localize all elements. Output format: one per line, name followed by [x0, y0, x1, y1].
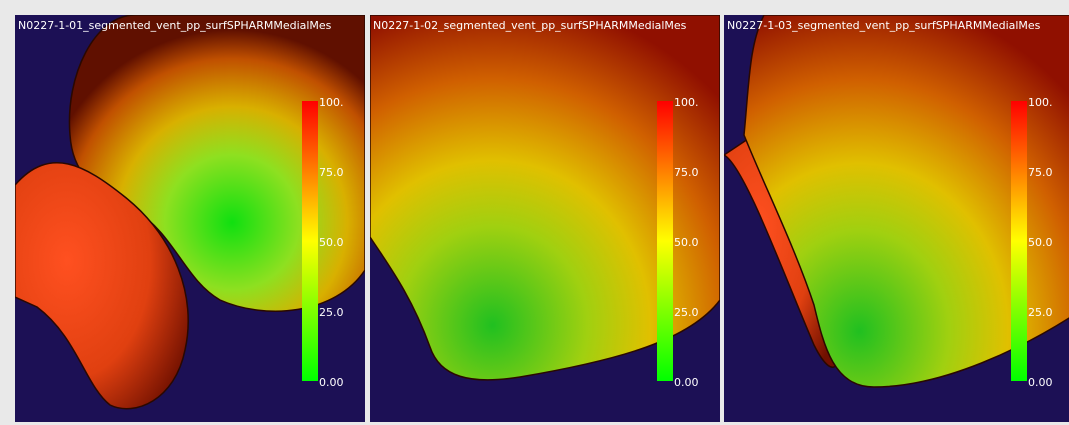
color-bar-label: 0.00 [319, 376, 344, 389]
color-bar [657, 101, 673, 381]
viewport: N0227-1-03_segmented_vent_pp_surfSPHARMM… [724, 15, 1069, 422]
color-bar-label: 100. [674, 96, 699, 109]
viewer: N0227-1-01_segmented_vent_pp_surfSPHARMM… [0, 0, 1069, 425]
viewport-title: N0227-1-02_segmented_vent_pp_surfSPHARMM… [373, 19, 687, 32]
color-bar-label: 25.0 [319, 306, 344, 319]
page: N0227-1-01_segmented_vent_pp_surfSPHARMM… [0, 0, 1069, 425]
viewport: N0227-1-02_segmented_vent_pp_surfSPHARMM… [370, 15, 721, 422]
color-bar-label: 100. [1028, 96, 1053, 109]
color-bar-label: 75.0 [674, 166, 699, 179]
color-bar-label: 50.0 [319, 236, 344, 249]
viewport-title: N0227-1-03_segmented_vent_pp_surfSPHARMM… [727, 19, 1041, 32]
color-bar [1011, 101, 1027, 381]
color-bar-label: 0.00 [674, 376, 699, 389]
viewport-title: N0227-1-01_segmented_vent_pp_surfSPHARMM… [18, 19, 332, 32]
color-bar [302, 101, 318, 381]
color-bar-label: 75.0 [319, 166, 344, 179]
color-bar-label: 0.00 [1028, 376, 1053, 389]
color-bar-label: 50.0 [1028, 236, 1053, 249]
color-bar-label: 75.0 [1028, 166, 1053, 179]
color-bar-label: 100. [319, 96, 344, 109]
viewport: N0227-1-01_segmented_vent_pp_surfSPHARMM… [15, 15, 366, 422]
color-bar-label: 50.0 [674, 236, 699, 249]
color-bar-label: 25.0 [1028, 306, 1053, 319]
color-bar-label: 25.0 [674, 306, 699, 319]
